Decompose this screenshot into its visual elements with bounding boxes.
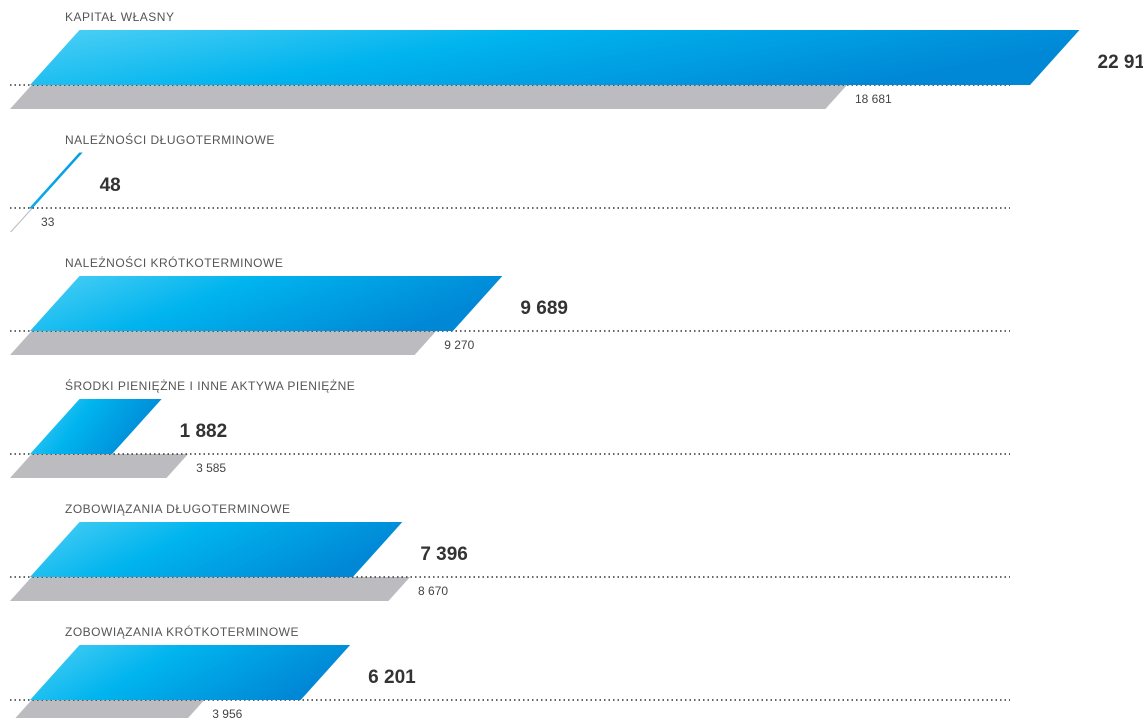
category-label: ZOBOWIĄZANIA DŁUGOTERMINOWE — [65, 502, 291, 516]
bar-current — [30, 276, 503, 331]
bar-current — [30, 30, 1080, 85]
value-label: 48 — [100, 175, 121, 196]
bar-previous — [10, 577, 411, 601]
bar-previous — [10, 208, 34, 232]
previous-value-label: 8 670 — [418, 584, 448, 598]
previous-value-label: 9 270 — [444, 338, 474, 352]
bar-current — [28, 152, 83, 209]
bar-previous — [10, 331, 437, 355]
value-label: 22 910 — [1098, 52, 1143, 73]
category-label: ŚRODKI PIENIĘŻNE I INNE AKTYWA PIENIĘŻNE — [65, 378, 355, 393]
previous-value-label: 18 681 — [855, 92, 892, 106]
bar-previous — [15, 700, 205, 718]
bar-previous — [10, 454, 189, 478]
category-label: KAPITAŁ WŁASNY — [65, 10, 174, 24]
value-label: 6 201 — [368, 667, 416, 688]
category-label: ZOBOWIĄZANIA KRÓTKOTERMINOWE — [65, 624, 299, 639]
value-label: 7 396 — [420, 544, 468, 565]
value-label: 1 882 — [180, 421, 228, 442]
bar-current — [30, 522, 403, 577]
previous-value-label: 33 — [41, 215, 55, 229]
value-label: 9 689 — [520, 298, 568, 319]
category-label: NALEŻNOŚCI KRÓTKOTERMINOWE — [65, 255, 283, 270]
previous-value-label: 3 956 — [212, 707, 242, 718]
bar-current — [30, 399, 162, 454]
bar-previous — [10, 85, 848, 109]
bar-current — [30, 645, 351, 700]
previous-value-label: 3 585 — [196, 461, 226, 475]
category-label: NALEŻNOŚCI DŁUGOTERMINOWE — [65, 132, 275, 147]
